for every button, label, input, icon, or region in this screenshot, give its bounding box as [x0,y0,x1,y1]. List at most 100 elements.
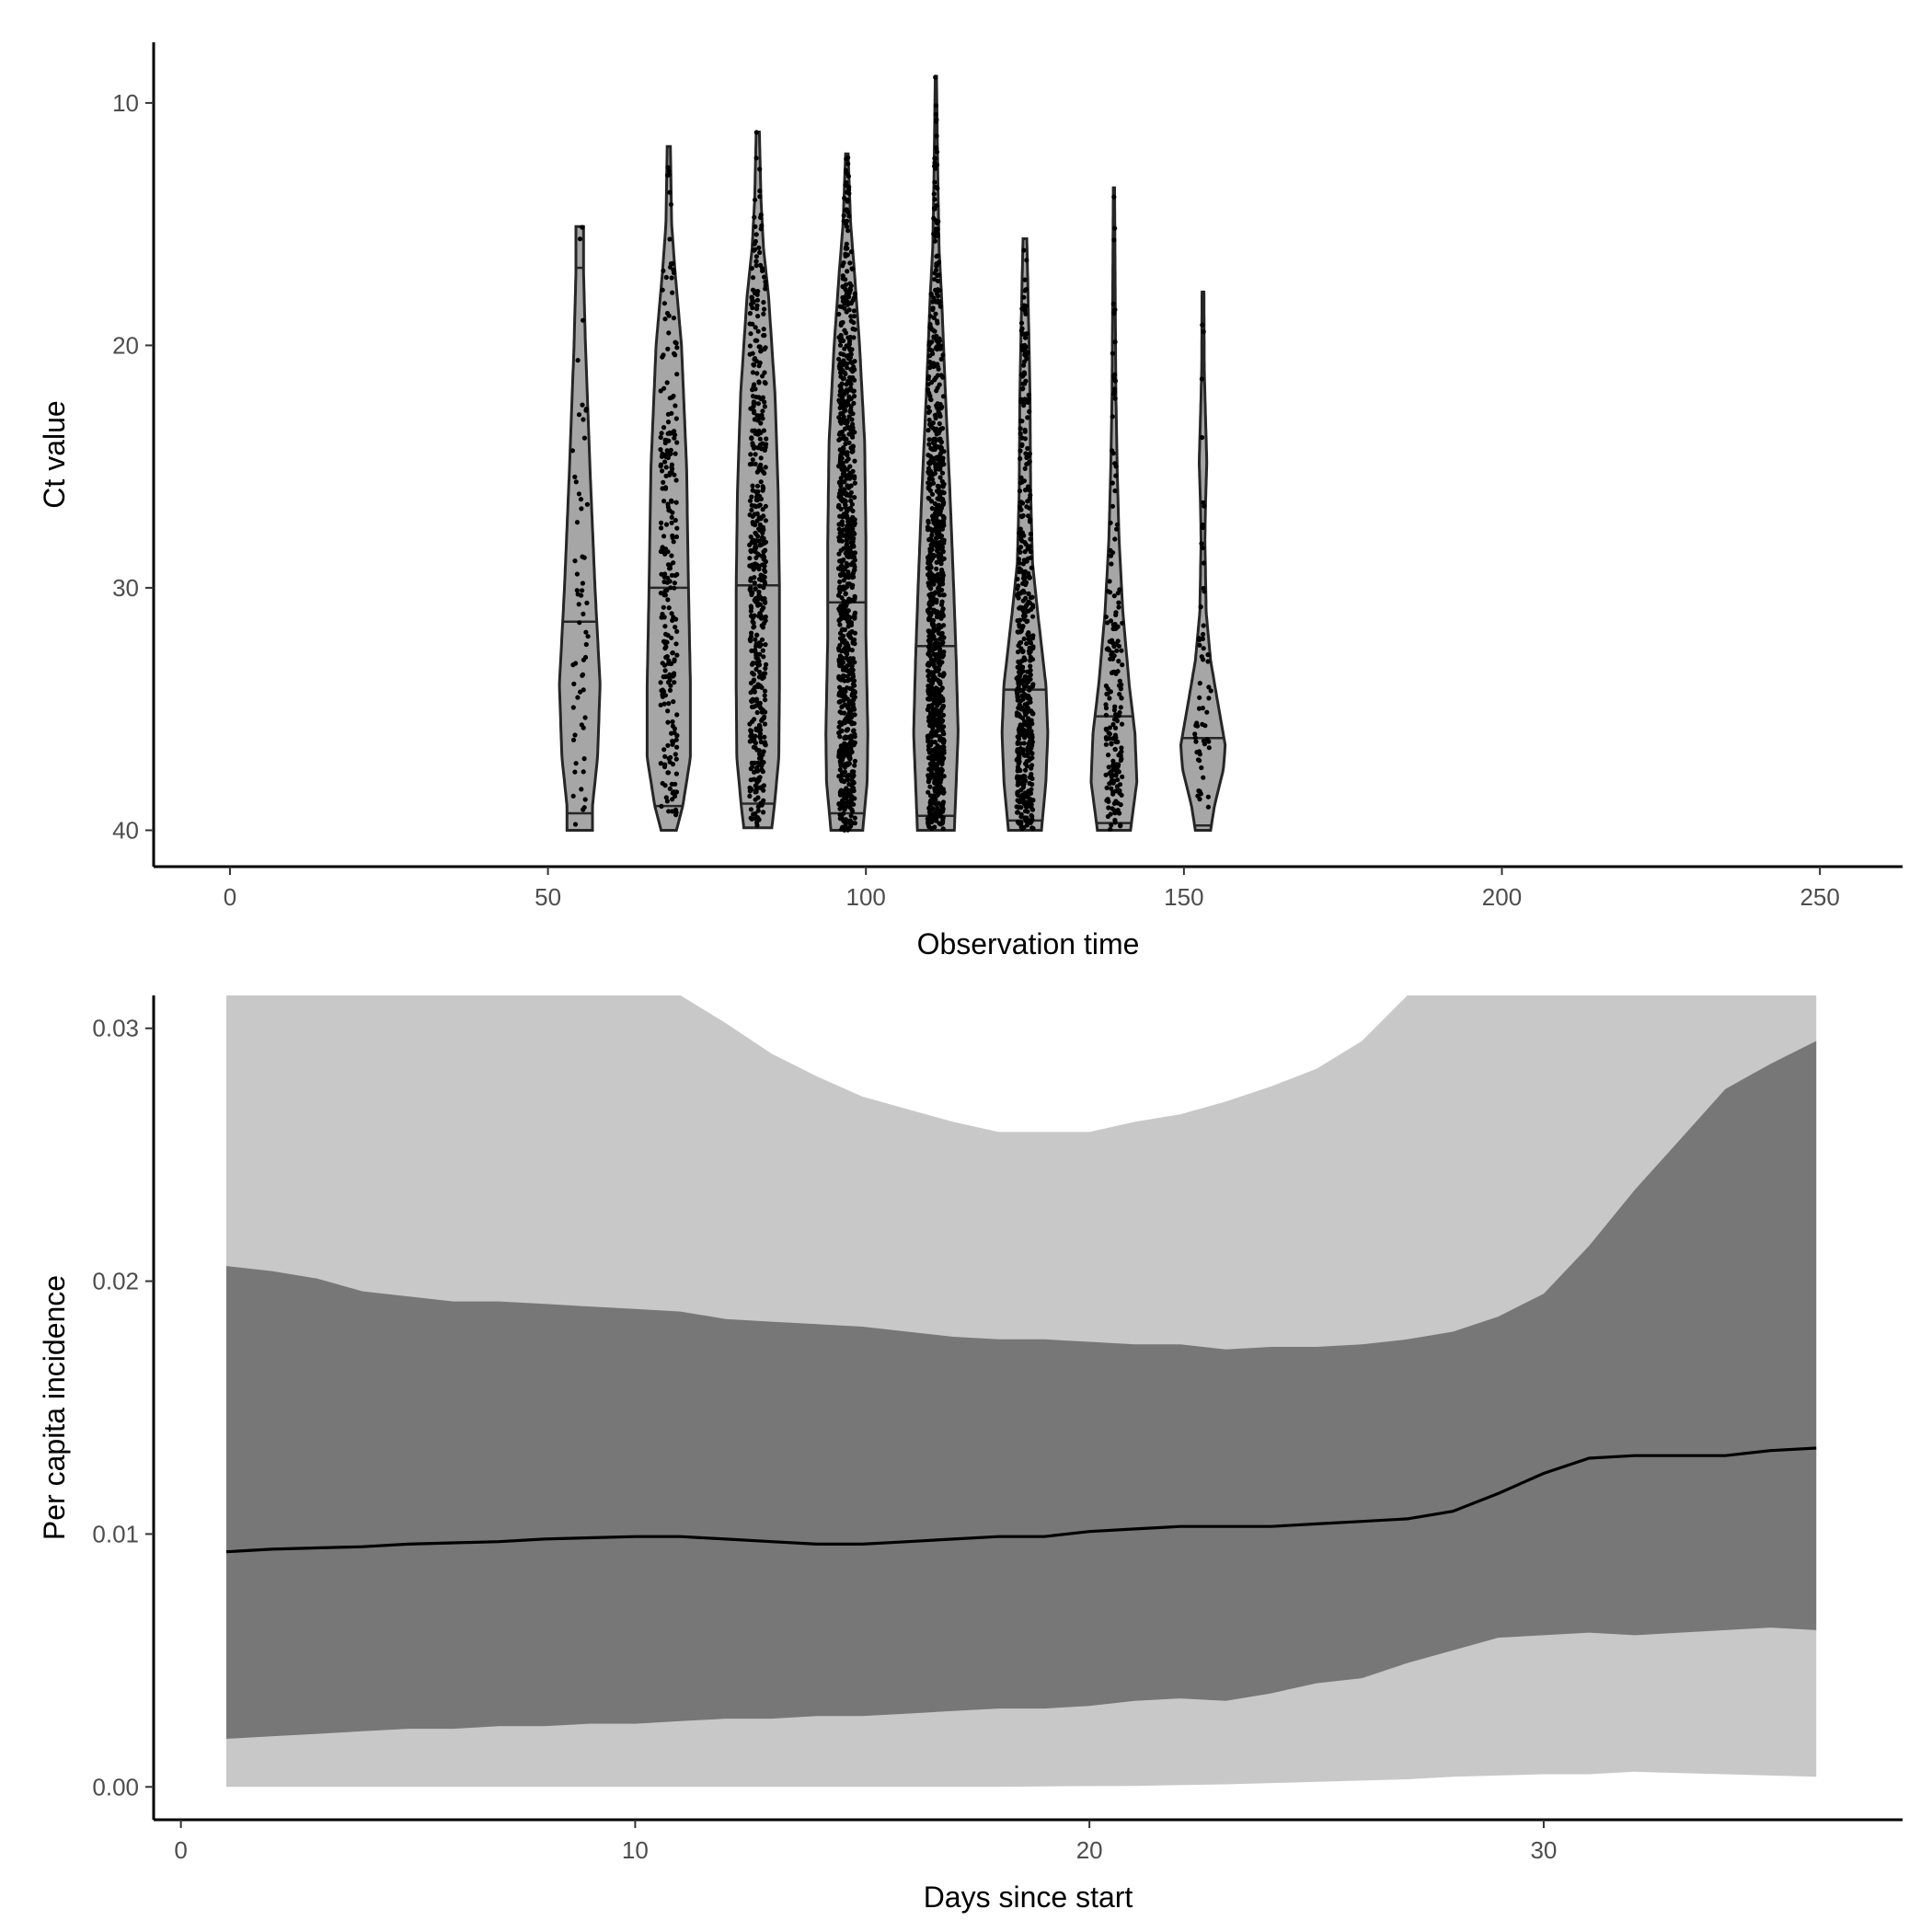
observation-point [760,266,765,271]
observation-point [580,581,586,586]
observation-point [937,346,943,351]
observation-point [841,578,846,583]
observation-point [581,805,587,811]
observation-point [1018,545,1024,550]
observation-point [929,757,935,763]
observation-point [843,817,849,822]
observation-point [1027,742,1032,747]
observation-point [935,544,940,549]
observation-point [1027,408,1032,414]
observation-point [926,536,932,542]
observation-point [758,479,764,485]
y-tick-label: 0.01 [92,1520,139,1547]
observation-point [1116,659,1121,664]
observation-point [836,480,843,486]
observation-point [852,610,858,615]
observation-point [751,537,756,543]
observation-point [760,374,765,379]
observation-point [757,344,763,350]
observation-point [846,719,852,724]
observation-point [845,483,850,489]
observation-point [754,518,760,523]
observation-point [838,374,844,379]
observation-point [579,506,584,512]
observation-point [1103,742,1109,747]
observation-point [847,281,853,286]
observation-point [663,274,669,281]
observation-point [582,654,589,661]
observation-point [663,473,669,479]
observation-point [661,479,666,485]
observation-point [671,789,677,795]
observation-point [937,436,943,442]
observation-point [763,642,768,648]
observation-point [1027,488,1032,493]
observation-point [935,806,940,811]
observation-point [932,669,937,674]
observation-point [760,488,765,493]
observation-point [1020,624,1026,629]
observation-point [937,401,943,408]
observation-point [937,484,942,489]
observation-point [843,253,848,259]
observation-point [836,535,842,540]
observation-point [848,483,854,489]
observation-point [931,315,937,321]
observation-point [753,666,759,673]
observation-point [575,592,581,597]
observation-point [845,772,852,778]
observation-point [1022,569,1028,575]
observation-point [851,320,857,326]
observation-point [928,291,934,296]
observation-point [845,361,850,366]
observation-point [843,667,848,673]
observation-point [661,747,667,753]
observation-point [754,483,761,489]
observation-point [852,359,857,364]
observation-point [1022,549,1028,555]
observation-point [850,582,856,588]
observation-point [849,574,856,581]
observation-point [763,282,768,288]
observation-point [935,576,940,581]
observation-point [1113,473,1119,478]
observation-point [1023,595,1029,601]
observation-point [758,462,764,467]
observation-point [929,491,936,497]
observation-point [1107,579,1112,584]
observation-point [751,384,756,389]
observation-point [933,535,938,541]
observation-point [940,815,946,821]
observation-point [753,130,759,135]
observation-point [665,575,671,581]
observation-point [664,799,671,804]
observation-point [1106,765,1111,770]
observation-point [748,547,753,554]
observation-point [932,751,937,756]
observation-point [1104,798,1110,803]
violin-group [734,130,781,830]
observation-point [1200,721,1205,727]
observation-point [759,446,765,452]
observation-point [843,441,848,447]
observation-point [1110,503,1115,509]
observation-point [762,688,768,694]
observation-point [1015,774,1020,779]
observation-point [850,388,857,394]
observation-point [1118,705,1123,710]
inner-credible-band [226,1041,1817,1739]
observation-point [661,592,667,597]
y-tick-label: 40 [112,816,139,844]
observation-point [841,697,846,703]
observation-point [670,742,675,747]
observation-point [673,500,679,505]
observation-point [658,388,663,394]
violin-points [1192,322,1213,810]
observation-point [925,707,931,713]
observation-point [1022,466,1028,471]
observation-point [1018,526,1023,532]
observation-point [660,546,665,551]
observation-point [1015,792,1020,798]
observation-point [1200,522,1205,528]
observation-point [673,812,679,818]
